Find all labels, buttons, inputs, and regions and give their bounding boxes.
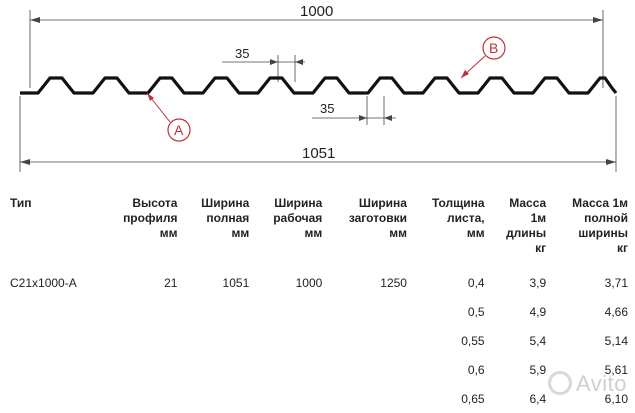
callout-a: A: [146, 92, 191, 142]
cell-blank-width: 1250: [380, 275, 407, 290]
cell-type: [6, 326, 102, 355]
cell-type: [6, 384, 102, 413]
table-header-row: Тип Высота профиля мм Ширина полная мм Ш…: [6, 196, 632, 268]
table-row: 0,55 5,4 5,14: [6, 326, 632, 355]
cell-type: [6, 297, 102, 326]
table-row: 0,6 5,9 5,61: [6, 355, 632, 384]
pitch-top-label: 35: [235, 46, 249, 61]
cell-mass-per-meter: 5,4: [529, 333, 547, 348]
cell-mass-per-meter: 4,9: [529, 304, 547, 319]
cell-working-width: [253, 326, 326, 355]
header-mass-full-width: Масса 1м полной ширины кг: [572, 196, 628, 255]
cell-type: С21х1000-А: [10, 275, 77, 290]
cell-mass-per-meter: 6,4: [529, 391, 547, 406]
cell-thickness: 0,5: [467, 304, 485, 319]
cell-mass-full-width: 4,66: [604, 304, 628, 319]
header-profile-height: Высота профиля мм: [123, 196, 178, 240]
cell-mass-full-width: 3,71: [604, 275, 628, 290]
cell-working-width: 1000: [295, 275, 323, 290]
callout-a-label: A: [174, 122, 184, 138]
specification-table: Тип Высота профиля мм Ширина полная мм Ш…: [6, 196, 632, 413]
header-working-width: Ширина рабочая мм: [273, 196, 323, 240]
avito-logo-icon: [547, 371, 572, 395]
cell-profile-height: [102, 355, 182, 384]
cell-mass-per-meter: 5,9: [529, 362, 547, 377]
table-row: 0,5 4,9 4,66: [6, 297, 632, 326]
cell-full-width: 1051: [222, 275, 250, 290]
cell-thickness: 0,4: [467, 275, 485, 290]
cell-type: [6, 355, 102, 384]
cell-mass-full-width: 6,10: [604, 391, 628, 406]
pitch-bottom-label: 35: [320, 101, 334, 116]
dimension-1000: 1000: [29, 3, 604, 88]
cell-blank-width: [326, 297, 411, 326]
corrugated-profile: [20, 76, 618, 95]
cell-blank-width: [326, 384, 411, 413]
table-row: 0,65 6,4 6,10: [6, 384, 632, 413]
width-top-label: 1000: [300, 3, 333, 20]
header-thickness: Толщина листа, мм: [431, 196, 485, 240]
cell-mass-full-width: 5,61: [604, 362, 628, 377]
cell-thickness: 0,6: [467, 362, 485, 377]
table-row: С21х1000-А 21 1051 1000 1250 0,4 3,9 3,7…: [6, 268, 632, 297]
callout-b: B: [460, 36, 506, 79]
dimension-1051: 1051: [19, 96, 617, 172]
cell-working-width: [253, 384, 326, 413]
cell-blank-width: [326, 355, 411, 384]
cell-full-width: [181, 355, 253, 384]
dimension-pitch-top: 35: [222, 46, 305, 82]
width-bottom-label: 1051: [302, 145, 335, 162]
callout-b-label: B: [489, 40, 498, 56]
profile-drawing: 1000 35 35 1051 A: [19, 3, 618, 172]
header-type: Тип: [10, 196, 32, 210]
cell-thickness: 0,55: [461, 333, 485, 348]
header-mass-per-meter: Масса 1м длины кг: [506, 196, 547, 255]
cell-profile-height: [102, 384, 182, 413]
cell-profile-height: 21: [164, 275, 178, 290]
cell-thickness: 0,65: [461, 391, 485, 406]
header-blank-width: Ширина заготовки мм: [348, 196, 407, 240]
cell-profile-height: [102, 297, 182, 326]
watermark-text: Avito: [575, 371, 627, 396]
cell-full-width: [181, 297, 253, 326]
cell-full-width: [181, 326, 253, 355]
cell-full-width: [181, 384, 253, 413]
cell-mass-per-meter: 3,9: [529, 275, 547, 290]
cell-working-width: [253, 355, 326, 384]
cell-profile-height: [102, 326, 182, 355]
dimension-pitch-bottom: 35: [312, 96, 396, 125]
header-full-width: Ширина полная мм: [201, 196, 250, 240]
cell-blank-width: [326, 326, 411, 355]
cell-mass-full-width: 5,14: [604, 333, 628, 348]
avito-watermark: Avito: [547, 371, 627, 397]
cell-working-width: [253, 297, 326, 326]
